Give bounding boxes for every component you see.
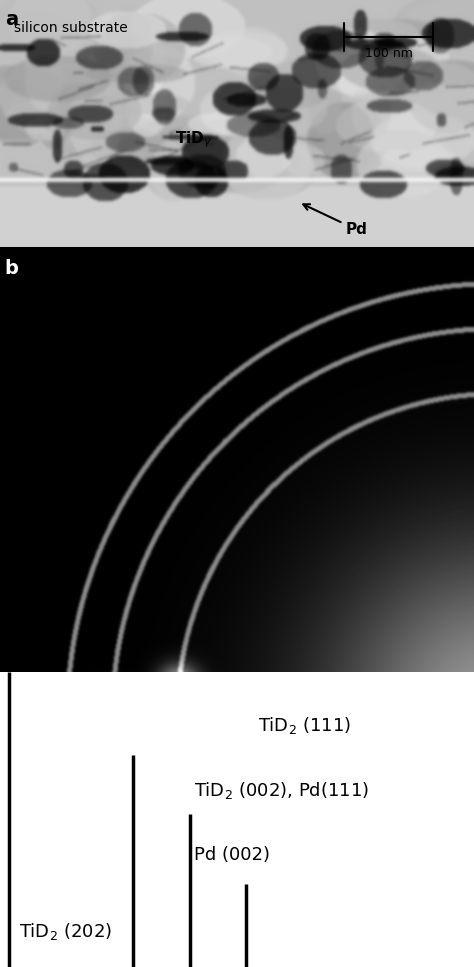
Text: TiD$_2$ (111): TiD$_2$ (111) xyxy=(258,715,351,736)
Text: TiD$_2$ (202): TiD$_2$ (202) xyxy=(19,922,112,942)
Text: TiD$_\gamma$: TiD$_\gamma$ xyxy=(175,130,212,150)
Text: Pd (002): Pd (002) xyxy=(194,846,270,864)
Text: TiD$_2$ (002), Pd(111): TiD$_2$ (002), Pd(111) xyxy=(194,779,370,801)
Text: b: b xyxy=(5,259,18,278)
Text: a: a xyxy=(5,10,18,29)
Text: 100 nm: 100 nm xyxy=(365,46,413,60)
Text: Pd: Pd xyxy=(303,204,368,237)
Text: silicon substrate: silicon substrate xyxy=(14,21,128,35)
